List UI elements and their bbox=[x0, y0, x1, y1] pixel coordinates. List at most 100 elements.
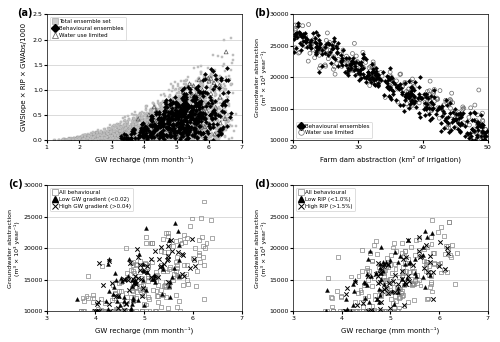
Point bbox=[202, 121, 210, 126]
Point bbox=[166, 135, 174, 141]
Point bbox=[386, 305, 394, 311]
Point bbox=[80, 137, 88, 143]
Point bbox=[128, 129, 136, 134]
Point bbox=[104, 135, 112, 140]
Point bbox=[186, 136, 194, 142]
Point bbox=[182, 119, 190, 124]
Point bbox=[148, 122, 156, 128]
Point bbox=[98, 130, 106, 135]
Point bbox=[456, 110, 464, 116]
Point bbox=[171, 119, 179, 124]
Point bbox=[212, 127, 220, 132]
Point bbox=[186, 131, 194, 136]
Point bbox=[337, 294, 345, 299]
Point bbox=[177, 121, 185, 127]
Point bbox=[151, 127, 159, 132]
Point bbox=[60, 137, 68, 143]
Point bbox=[142, 116, 150, 122]
Point bbox=[92, 309, 100, 314]
Point bbox=[176, 242, 184, 248]
Point bbox=[364, 256, 372, 262]
Point bbox=[195, 103, 203, 108]
Point bbox=[210, 124, 218, 129]
Point bbox=[168, 111, 176, 116]
Point bbox=[179, 116, 187, 121]
Point bbox=[406, 259, 413, 265]
Point bbox=[168, 134, 176, 140]
Point bbox=[122, 133, 130, 138]
Point bbox=[211, 110, 219, 116]
Point bbox=[163, 98, 171, 104]
Point bbox=[482, 127, 490, 132]
Point bbox=[310, 55, 318, 61]
Point bbox=[290, 34, 298, 40]
Point bbox=[176, 130, 184, 135]
Point bbox=[208, 108, 216, 114]
Point bbox=[166, 133, 174, 139]
Point bbox=[191, 87, 199, 92]
Point bbox=[314, 43, 322, 49]
Point bbox=[134, 130, 142, 135]
Point bbox=[200, 100, 207, 105]
Point bbox=[172, 135, 180, 141]
Point bbox=[428, 101, 436, 106]
Point bbox=[102, 134, 110, 140]
Point bbox=[166, 109, 174, 115]
Point bbox=[102, 135, 110, 141]
Point bbox=[66, 136, 74, 142]
Point bbox=[142, 128, 150, 133]
Point bbox=[92, 133, 100, 139]
Point bbox=[88, 136, 96, 142]
Point bbox=[474, 112, 482, 118]
Point bbox=[115, 127, 123, 133]
Point bbox=[187, 133, 195, 138]
Point bbox=[146, 135, 154, 140]
Point bbox=[142, 136, 150, 142]
Point bbox=[390, 306, 398, 311]
Point bbox=[140, 129, 148, 134]
Point bbox=[184, 137, 192, 143]
Point bbox=[181, 103, 189, 108]
Point bbox=[123, 134, 131, 139]
Point bbox=[216, 88, 224, 93]
Point bbox=[182, 86, 190, 91]
Point bbox=[132, 137, 140, 142]
Point bbox=[122, 122, 130, 128]
Point bbox=[87, 135, 95, 141]
Point bbox=[58, 137, 66, 142]
Point bbox=[134, 128, 141, 133]
Point bbox=[408, 85, 416, 90]
Point bbox=[108, 134, 116, 140]
Point bbox=[174, 108, 182, 113]
Point bbox=[124, 135, 132, 141]
Point bbox=[338, 51, 345, 57]
Point bbox=[162, 109, 170, 115]
Point bbox=[168, 274, 175, 280]
Point bbox=[164, 110, 172, 116]
Point bbox=[140, 264, 147, 269]
Point bbox=[100, 135, 108, 140]
Point bbox=[388, 289, 396, 294]
Point bbox=[196, 131, 203, 136]
Point bbox=[407, 92, 415, 97]
Point bbox=[345, 309, 353, 314]
Point bbox=[365, 65, 373, 70]
Point bbox=[164, 111, 172, 117]
Point bbox=[141, 116, 149, 122]
Point bbox=[161, 105, 169, 110]
Point bbox=[389, 278, 397, 284]
Point bbox=[348, 308, 356, 314]
Point bbox=[118, 278, 126, 284]
Point bbox=[160, 134, 168, 139]
Point bbox=[302, 30, 310, 36]
Point bbox=[184, 108, 192, 113]
Point bbox=[155, 116, 163, 122]
Point bbox=[86, 136, 94, 142]
Point bbox=[194, 118, 202, 124]
Point bbox=[220, 114, 228, 119]
Point bbox=[194, 101, 202, 107]
Point bbox=[103, 132, 111, 138]
Point bbox=[342, 60, 350, 65]
Point bbox=[176, 121, 184, 127]
Point bbox=[363, 265, 371, 271]
